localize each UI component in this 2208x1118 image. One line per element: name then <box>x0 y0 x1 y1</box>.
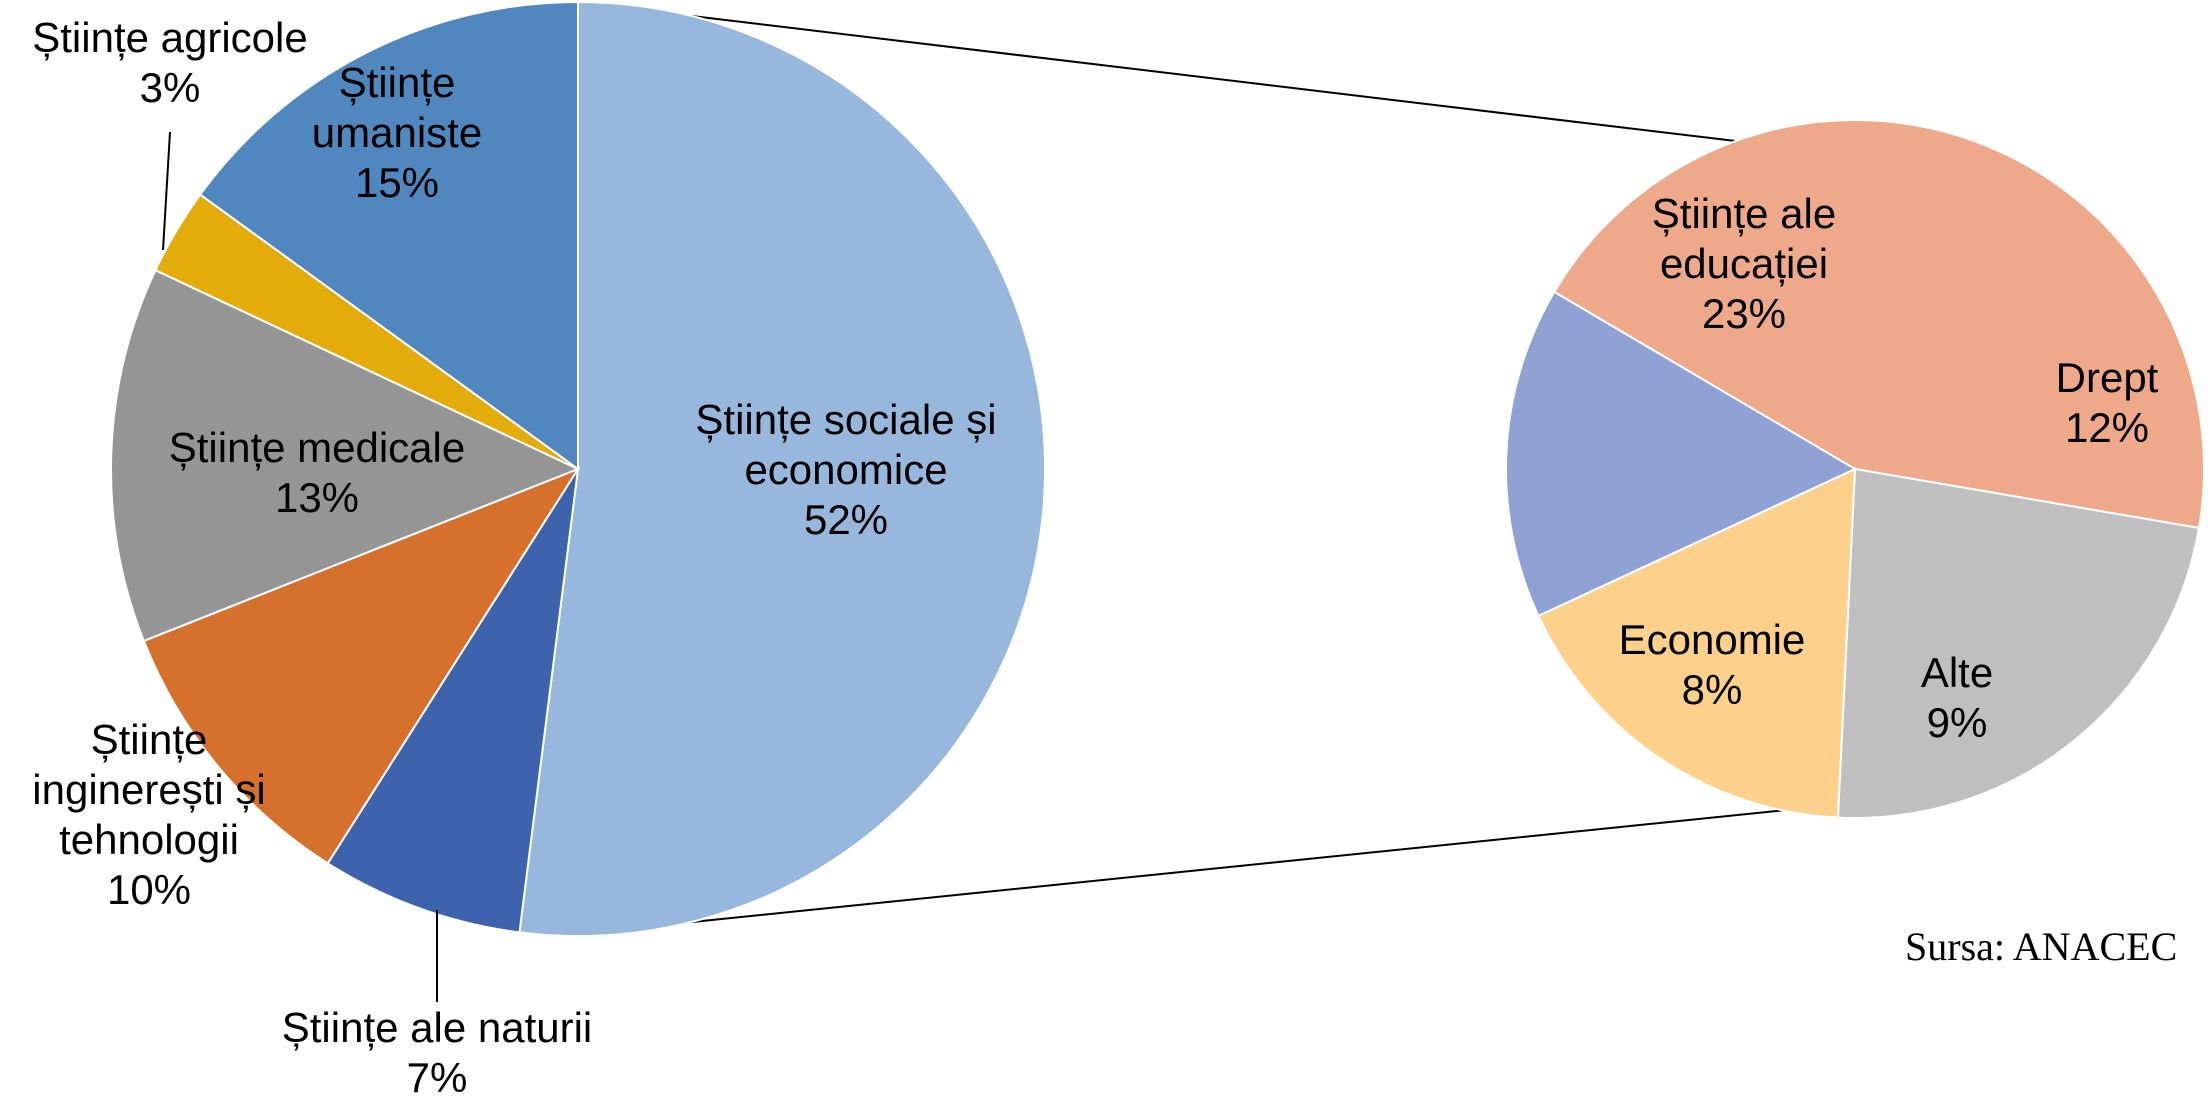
leader-lines <box>162 131 438 1002</box>
pie-slice-economie <box>1505 290 1858 618</box>
data-label-stiinte-medicale: Științe medicale 13% <box>169 424 465 521</box>
pie-slice-stiinte-ale-naturii <box>326 468 579 934</box>
sub-pie <box>1505 119 2205 819</box>
data-labels: Științe sociale și economice 52% Științe al… <box>32 14 2158 1101</box>
connector-lines <box>690 14 1783 924</box>
connector-line-bottom <box>690 809 1783 924</box>
pie-slice-stiinte-ale-educatiei <box>1552 119 2205 530</box>
data-label-stiinte-agricole: Științe agricole 3% <box>32 14 307 111</box>
data-label-alte: Alte 9% <box>1921 649 1993 746</box>
data-label-economie: Economie 8% <box>1619 616 1806 713</box>
pie-slice-alte <box>1537 467 1857 819</box>
pie-slice-drept <box>1836 467 2201 819</box>
data-label-drept: Drept 12% <box>2056 354 2159 451</box>
source-note: Sursa: ANACEC <box>1905 924 2177 969</box>
data-label-stiinte-ale-naturii: Științe ale naturii 7% <box>282 1004 593 1101</box>
pie-slice-stiinte-ingineresti-si-tehnologii <box>142 466 581 865</box>
main-pie <box>110 0 1046 937</box>
pie-slice-stiinte-sociale-si-economice <box>518 0 1046 937</box>
pie-slice-stiinte-medicale <box>110 268 581 643</box>
leader-line-stiinte-agricole <box>162 131 171 251</box>
data-label-stiinte-ale-educatiei: Științe ale educației 23% <box>1652 190 1836 337</box>
data-label-stiinte-ingineresti-si-tehnologii: Științe inginerești și tehnologii 10% <box>32 716 265 913</box>
pie-slice-stiinte-umaniste <box>198 0 579 471</box>
connector-line-top <box>690 14 1736 143</box>
data-label-stiinte-umaniste: Științe umaniste 15% <box>312 59 482 206</box>
data-label-stiinte-sociale-si-economice: Științe sociale și economice 52% <box>695 396 996 543</box>
